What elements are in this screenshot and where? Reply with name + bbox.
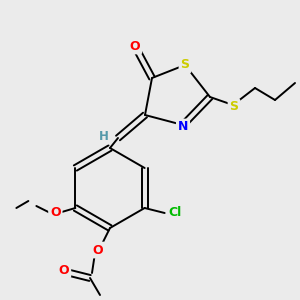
Text: Cl: Cl [168,206,181,220]
Text: O: O [130,40,140,52]
Text: O: O [50,206,61,220]
Text: O: O [59,263,69,277]
Text: N: N [178,121,188,134]
Text: S: S [181,58,190,71]
Text: O: O [93,244,103,256]
Text: H: H [99,130,109,142]
Text: S: S [230,100,238,113]
